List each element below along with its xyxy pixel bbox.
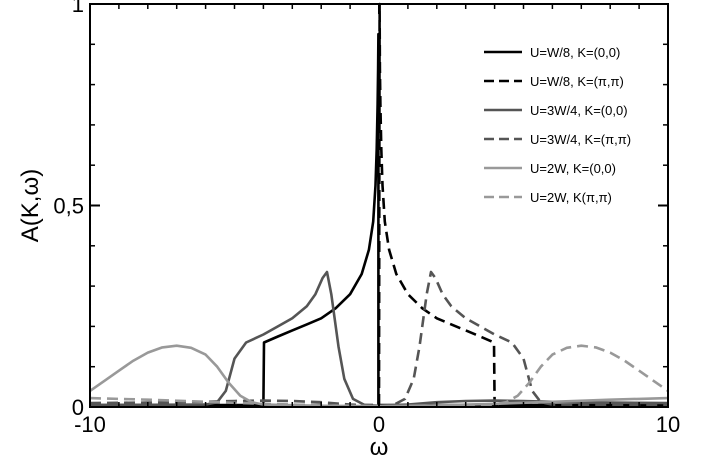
x-tick-label: -10 [74, 412, 106, 437]
legend-label-2: U=W/8, K=(π,π) [530, 74, 624, 89]
series-line-5 [89, 344, 669, 408]
series-line-2 [90, 2, 668, 407]
x-axis-label: ω [370, 434, 389, 461]
series-layer [89, 2, 669, 408]
legend-label-6: U=2W, K(π,π) [530, 190, 612, 205]
series-line-1 [90, 32, 668, 407]
legend: U=W/8, K=(0,0) U=W/8, K=(π,π) U=3W/4, K=(0… [484, 45, 631, 205]
legend-label-5: U=2W, K=(0,0) [530, 161, 616, 176]
y-tick-label: 0 [72, 395, 84, 420]
y-axis-label: A(K,ω) [17, 169, 44, 242]
legend-label-1: U=W/8, K=(0,0) [530, 45, 620, 60]
x-tick-label: 0 [373, 412, 385, 437]
series-line-6 [89, 344, 669, 408]
y-tick-label: 1 [72, 0, 84, 17]
series-line-3 [89, 270, 669, 408]
y-tick-label: 0,5 [53, 194, 84, 219]
x-tick-label: 10 [656, 412, 680, 437]
legend-label-4: U=3W/4, K=(π,π) [530, 132, 631, 147]
legend-label-3: U=3W/4, K=(0,0) [530, 103, 628, 118]
